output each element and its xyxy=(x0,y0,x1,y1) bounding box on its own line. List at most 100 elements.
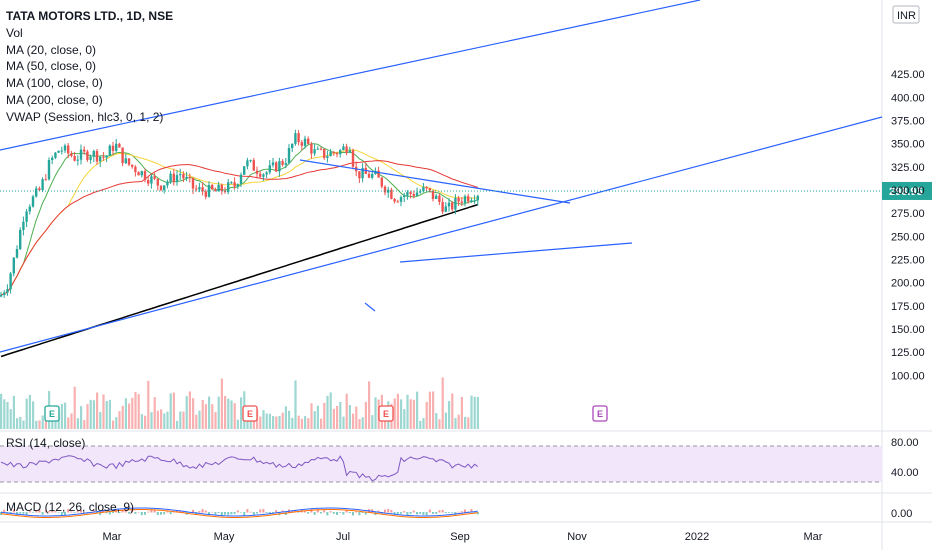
macd-legend[interactable]: MACD (12, 26, close, 9) xyxy=(6,500,135,514)
macd-histogram-bar xyxy=(182,511,185,513)
candle-body xyxy=(268,165,271,173)
candle-body xyxy=(195,188,198,190)
candle-body xyxy=(25,211,28,222)
volume-bar xyxy=(265,413,268,429)
candle-body xyxy=(124,158,127,164)
candle-body xyxy=(473,200,476,202)
volume-bar xyxy=(275,416,278,429)
time-tick-label: Mar xyxy=(103,531,122,543)
candle-body xyxy=(118,143,121,148)
candle-body xyxy=(211,184,214,190)
rsi-tick-label: 40.00 xyxy=(891,467,919,479)
legend-ma50[interactable]: MA (50, close, 0) xyxy=(6,59,97,74)
macd-histogram-bar xyxy=(137,511,140,513)
price-tick-label: 325.00 xyxy=(891,162,925,174)
macd-histogram-bar xyxy=(272,512,274,514)
volume-bar xyxy=(73,386,76,429)
volume-bar xyxy=(70,413,73,429)
candle-body xyxy=(265,172,268,175)
macd-histogram-bar xyxy=(16,512,18,515)
macd-histogram-bar xyxy=(262,509,265,513)
volume-bar xyxy=(188,391,191,429)
candle-body xyxy=(175,175,179,182)
price-tick-label: 425.00 xyxy=(891,69,925,81)
macd-histogram-bar xyxy=(371,509,374,513)
candle-body xyxy=(460,201,463,203)
candle-body xyxy=(19,229,22,250)
candle-body xyxy=(470,200,473,202)
earnings-badge-label: E xyxy=(383,409,389,419)
candle-body xyxy=(12,257,15,274)
time-tick-label: Sep xyxy=(450,531,470,543)
rsi-line xyxy=(0,455,479,482)
earnings-badge[interactable] xyxy=(242,405,258,422)
volume-bar xyxy=(140,414,143,429)
volume-bar xyxy=(108,399,111,429)
volume-bar xyxy=(409,399,412,429)
macd-histogram-bar xyxy=(131,509,134,513)
earnings-badge[interactable] xyxy=(44,405,60,422)
candle-body xyxy=(281,161,284,165)
macd-histogram-bar xyxy=(156,512,159,516)
trendline-1[interactable] xyxy=(0,0,701,151)
trendline-2[interactable] xyxy=(0,116,883,353)
macd-histogram-bar xyxy=(451,512,454,513)
candle-body xyxy=(179,174,182,176)
volume-bar xyxy=(316,405,319,429)
macd-histogram-bar xyxy=(256,512,258,514)
candle-body xyxy=(147,180,150,184)
volume-bar xyxy=(137,394,140,429)
trendline-5[interactable] xyxy=(364,302,376,312)
candle-body xyxy=(249,160,252,162)
volume-bar xyxy=(419,420,422,429)
macd-histogram-bar xyxy=(320,512,322,514)
volume-bar xyxy=(156,410,159,429)
legend-vwap[interactable]: VWAP (Session, hlc3, 0, 1, 2) xyxy=(6,109,164,124)
legend-ma200[interactable]: MA (200, close, 0) xyxy=(6,92,103,107)
macd-histogram-bar xyxy=(297,512,300,513)
volume-bar xyxy=(236,419,239,429)
candle-body xyxy=(351,150,355,167)
volume-bar xyxy=(172,392,175,429)
legend-ma100[interactable]: MA (100, close, 0) xyxy=(6,76,103,91)
candle-body xyxy=(361,167,364,179)
candle-body xyxy=(291,143,294,149)
earnings-badge[interactable] xyxy=(592,405,608,422)
macd-histogram-bar xyxy=(230,512,233,515)
time-tick-label: 2022 xyxy=(685,531,709,543)
macd-histogram-bar xyxy=(51,510,54,513)
volume-bar xyxy=(3,399,6,429)
trendline-3[interactable] xyxy=(299,159,571,204)
volume-bar xyxy=(345,393,348,429)
candle-body xyxy=(31,196,35,207)
candle-body xyxy=(198,187,201,190)
legend-ma20[interactable]: MA (20, close, 0) xyxy=(6,42,97,57)
symbol-title[interactable]: TATA MOTORS LTD., 1D, NSE xyxy=(6,9,174,23)
macd-histogram-bar xyxy=(304,511,306,513)
trendline-4[interactable] xyxy=(399,242,633,263)
currency-box[interactable] xyxy=(892,5,920,24)
macd-histogram-bar xyxy=(201,509,204,513)
macd-histogram-bar xyxy=(444,512,447,513)
rsi-legend[interactable]: RSI (14, close) xyxy=(6,436,86,450)
volume-bar xyxy=(304,416,307,429)
candle-body xyxy=(70,153,73,156)
macd-line xyxy=(0,507,478,517)
macd-histogram-bar xyxy=(473,512,476,513)
volume-bar xyxy=(35,420,38,429)
currency-label[interactable]: INR xyxy=(897,10,916,22)
macd-histogram-bar xyxy=(454,512,457,515)
volume-bar xyxy=(294,380,297,429)
volume-bar xyxy=(89,399,92,429)
legend-vol[interactable]: Vol xyxy=(6,25,23,40)
candle-body xyxy=(73,155,76,161)
macd-histogram-bar xyxy=(44,510,47,513)
candle-body xyxy=(86,151,89,160)
volume-bar xyxy=(323,402,326,429)
macd-signal-line xyxy=(0,509,478,518)
earnings-badge[interactable] xyxy=(378,405,394,422)
volume-bar xyxy=(460,397,463,429)
macd-histogram-bar xyxy=(275,510,278,513)
macd-histogram-bar xyxy=(246,509,249,513)
